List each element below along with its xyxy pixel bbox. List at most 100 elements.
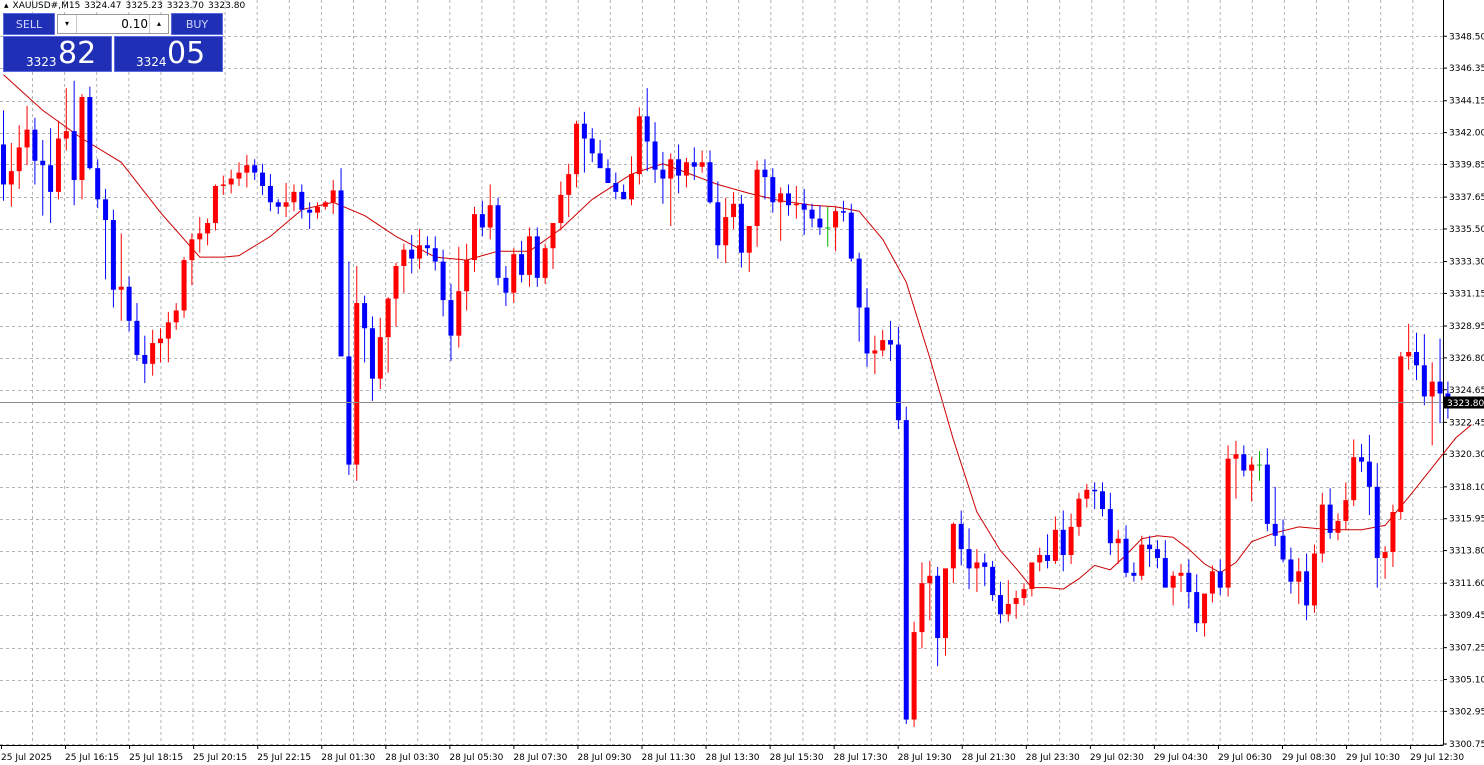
candle-body [723,217,729,246]
candle-body [1107,509,1113,544]
sell-price-pips: 82 [58,36,97,71]
bull-candle [911,621,917,727]
bull-candle [1296,557,1302,604]
bull-candle [1398,351,1404,520]
bear-candle [864,288,870,367]
current-price-label: 3323.80 [1447,399,1484,409]
bear-candle [110,209,116,308]
bull-candle [731,191,737,229]
candle-body [1366,461,1372,487]
candle-body [79,97,85,181]
candle-body [1359,457,1365,462]
bear-candle [299,184,305,219]
bull-candle [1335,513,1341,541]
candle-body [1217,571,1223,588]
bear-candle [589,128,595,163]
bull-candle [1021,583,1027,606]
bull-candle [385,297,391,373]
buy-button[interactable]: BUY [171,13,223,35]
bull-candle [950,522,956,584]
bear-candle [1304,553,1310,621]
candle-body [856,258,862,308]
bear-candle [252,159,258,181]
candle-body [1147,544,1153,550]
candle-body [1060,529,1066,556]
bull-candle [236,162,242,186]
buy-price-button[interactable]: 3324 05 [114,36,223,72]
candle-body [142,354,148,364]
candle-body [982,562,988,567]
candle-body [1052,529,1058,561]
sell-button[interactable]: SELL [3,13,55,35]
bull-candle [1170,571,1176,606]
sell-price-button[interactable]: 3323 82 [3,36,112,72]
candle-body [1296,571,1302,582]
buy-price-pips: 05 [167,36,206,71]
bear-candle [142,335,148,384]
candle-body [676,159,682,176]
time-tick-label: 28 Jul 13:30 [706,753,760,763]
time-tick-label: 28 Jul 01:30 [321,753,375,763]
bear-candle [801,188,807,235]
bear-candle [1421,334,1427,406]
bear-candle [267,174,273,212]
bear-candle [71,80,77,206]
bull-candle [1382,546,1388,579]
bear-candle [369,316,375,401]
candle-body [205,223,211,234]
lot-increase-icon[interactable]: ▴ [149,15,168,33]
bear-candle [346,261,352,475]
candle-body [1421,365,1427,397]
price-tick-label: 3313.80 [1449,547,1484,557]
time-tick-label: 25 Jul 22:15 [257,753,311,763]
bear-candle [1217,559,1223,596]
time-tick-label: 29 Jul 06:30 [1218,753,1272,763]
candle-body [997,595,1003,615]
candle-body [974,562,980,569]
bear-candle [260,163,266,195]
candle-body [762,169,768,178]
bear-candle [1092,482,1098,510]
candle-body [1100,491,1105,510]
bear-candle [1147,535,1153,567]
bear-candle [48,128,54,224]
collapse-arrow-icon[interactable]: ▴ [4,1,9,11]
bear-candle [275,199,281,215]
bear-candle [1107,492,1113,556]
bear-candle [997,581,1003,624]
candle-body [1076,498,1082,527]
bull-candle [181,257,187,318]
bear-candle [1241,445,1247,477]
candle-body [1264,464,1270,524]
candle-body [1131,572,1137,576]
time-tick-label: 28 Jul 17:30 [834,753,888,763]
bull-candle [1429,362,1435,446]
bear-candle [644,88,650,172]
bear-candle [691,147,697,181]
time-tick-label: 29 Jul 02:30 [1090,753,1144,763]
candle-body [417,245,423,259]
candle-body [699,162,705,167]
bull-candle [322,200,328,210]
candle-body [1233,454,1239,459]
price-tick-label: 3302.95 [1449,707,1484,717]
candle-body [754,169,760,226]
bull-candle [1249,457,1255,502]
bear-candle [1045,534,1051,569]
time-tick-label: 25 Jul 2025 [1,753,52,763]
candle-body [1092,489,1098,492]
candle-body [683,162,689,176]
bull-candle [315,202,320,219]
candle-body [911,632,917,720]
price-tick-label: 3337.65 [1449,193,1484,203]
bear-candle [440,249,446,317]
candle-body [95,168,101,200]
candle-body [103,199,109,221]
open-price: 3324.47 [84,1,122,11]
lot-size-input[interactable]: 0.10 [121,17,148,31]
candle-body [1288,559,1294,582]
candle-body [731,203,737,218]
candle-body [472,214,477,261]
lot-decrease-icon[interactable]: ▾ [58,15,77,33]
bull-candle [636,107,642,185]
